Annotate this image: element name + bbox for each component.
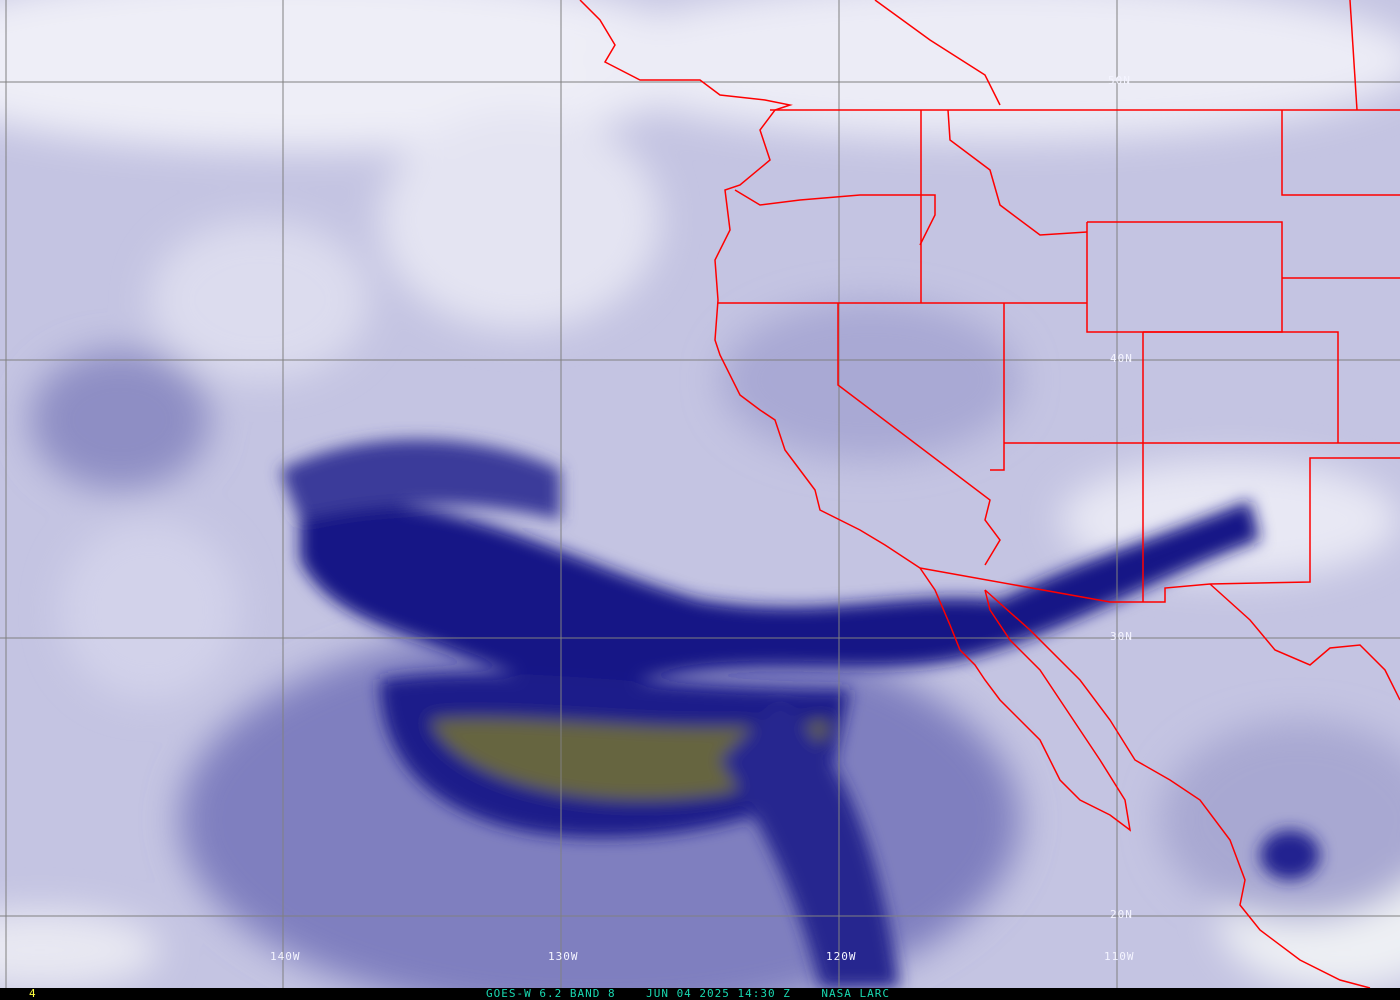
texas-mexico-border: [1209, 583, 1400, 701]
baja-west-coast: [919, 567, 1132, 832]
canada-interior-border: [874, 0, 1001, 106]
lon-label-130w: 130W: [548, 950, 579, 963]
idaho-montana-border: [947, 109, 1088, 236]
political-borders: [579, 0, 1400, 988]
montana-border: [1281, 110, 1400, 196]
washington-oregon-border: [734, 189, 936, 246]
colorado-border: [1143, 331, 1339, 443]
dry-band: [280, 439, 1320, 988]
frame-number: 4: [29, 987, 36, 1000]
lat-label-30n: 30N: [1110, 630, 1133, 643]
lat-label-40n: 40N: [1110, 352, 1133, 365]
coastline-north-america: [579, 0, 921, 569]
lon-label-120w: 120W: [826, 950, 857, 963]
nevada-utah-border: [990, 303, 1005, 471]
mexico-mainland-coast: [984, 589, 1371, 988]
alberta-border: [1349, 0, 1358, 111]
lat-label-50n: 50N: [1108, 74, 1131, 87]
california-nevada-border: [837, 303, 1001, 566]
lon-label-140w: 140W: [270, 950, 301, 963]
us-mexico-border: [919, 457, 1400, 603]
lat-label-20n: 20N: [1110, 908, 1133, 921]
lon-label-110w: 110W: [1104, 950, 1135, 963]
image-caption: GOES-W 6.2 BAND 8 JUN 04 2025 14:30 Z NA…: [486, 987, 890, 1000]
caption-bar: 4 GOES-W 6.2 BAND 8 JUN 04 2025 14:30 Z …: [0, 988, 1400, 1000]
